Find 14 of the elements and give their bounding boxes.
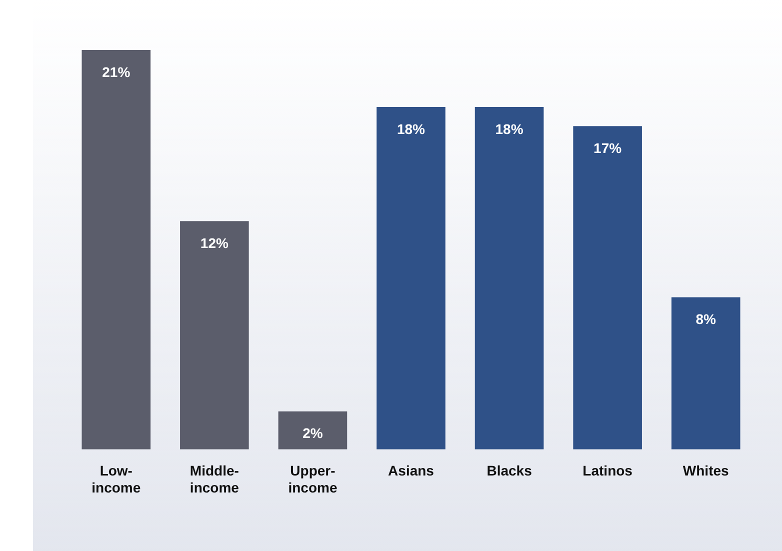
data-label: 21% xyxy=(102,64,131,80)
x-tick-label: Middle-income xyxy=(190,462,240,496)
x-tick-label: Whites xyxy=(682,462,730,479)
data-label: 8% xyxy=(696,311,717,328)
x-tick-label: Asians xyxy=(388,462,434,479)
data-label: 2% xyxy=(302,425,324,442)
data-label: 18% xyxy=(396,120,426,137)
x-tick-label: Blacks xyxy=(486,462,532,479)
data-label: 12% xyxy=(200,235,229,252)
x-tick-label: Upper-income xyxy=(288,462,338,496)
data-label: 18% xyxy=(495,120,524,137)
x-tick-label: Low-income xyxy=(92,462,141,496)
data-label: 17% xyxy=(594,140,622,156)
x-tick-label: Latinos xyxy=(582,462,633,479)
